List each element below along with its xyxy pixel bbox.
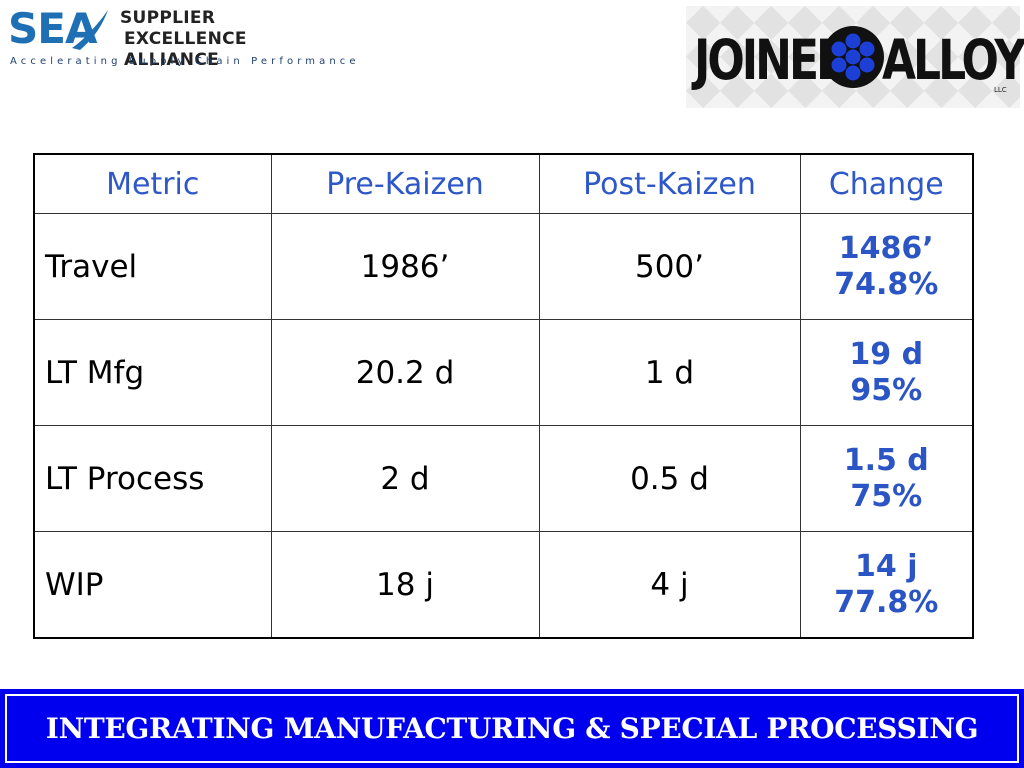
table-row: Travel 1986’ 500’ 1486’ 74.8% (33, 213, 974, 320)
change-amount: 1.5 d (843, 442, 929, 478)
pre-kaizen-cell: 18 j (270, 531, 540, 639)
change-amount: 1486’ (838, 230, 934, 266)
table-header-row: Metric Pre-Kaizen Post-Kaizen Change (33, 153, 974, 214)
joined-alloys-logo: JOINED ALLOYS LLC (686, 6, 1024, 108)
change-cell: 1.5 d 75% (799, 425, 974, 532)
post-kaizen-cell: 500’ (538, 213, 801, 320)
change-cell: 19 d 95% (799, 319, 974, 426)
sea-swoosh-icon (72, 10, 108, 50)
pre-kaizen-cell: 2 d (270, 425, 540, 532)
change-percent: 77.8% (834, 584, 939, 620)
post-kaizen-cell: 1 d (538, 319, 801, 426)
change-cell: 1486’ 74.8% (799, 213, 974, 320)
header-pre-kaizen: Pre-Kaizen (270, 153, 540, 214)
table-row: LT Mfg 20.2 d 1 d 19 d 95% (33, 319, 974, 426)
change-amount: 19 d (849, 336, 924, 372)
metric-cell: WIP (33, 531, 272, 639)
sea-logo-name: SUPPLIER EXCELLENCE ALLIANCE (120, 8, 346, 71)
sea-logo-tagline: Accelerating Supply Chain Performance (10, 56, 360, 67)
change-percent: 75% (850, 478, 923, 514)
metric-cell: LT Mfg (33, 319, 272, 426)
footer-banner-frame: INTEGRATING MANUFACTURING & SPECIAL PROC… (5, 694, 1019, 763)
footer-banner-text: INTEGRATING MANUFACTURING & SPECIAL PROC… (45, 712, 979, 745)
change-amount: 14 j (855, 548, 918, 584)
sea-logo-name-line2: EXCELLENCE ALLIANCE (124, 29, 247, 70)
joined-alloys-logo-suffix: LLC (994, 86, 1007, 94)
header-post-kaizen: Post-Kaizen (538, 153, 801, 214)
post-kaizen-cell: 4 j (538, 531, 801, 639)
pre-kaizen-cell: 20.2 d (270, 319, 540, 426)
joined-alloys-logo-right: ALLOYS (882, 29, 1024, 93)
table-row: LT Process 2 d 0.5 d 1.5 d 75% (33, 425, 974, 532)
change-percent: 95% (850, 372, 923, 408)
footer-banner: INTEGRATING MANUFACTURING & SPECIAL PROC… (0, 689, 1024, 768)
change-percent: 74.8% (834, 266, 939, 302)
pre-kaizen-cell: 1986’ (270, 213, 540, 320)
metric-cell: LT Process (33, 425, 272, 532)
sea-logo: SEA SUPPLIER EXCELLENCE ALLIANCE Acceler… (6, 4, 356, 74)
metric-cell: Travel (33, 213, 272, 320)
change-cell: 14 j 77.8% (799, 531, 974, 639)
header-change: Change (799, 153, 974, 214)
joined-alloys-emblem-icon (822, 26, 884, 88)
sea-logo-name-line1: SUPPLIER (120, 8, 216, 28)
header-metric: Metric (33, 153, 272, 214)
post-kaizen-cell: 0.5 d (538, 425, 801, 532)
kaizen-metrics-table: Metric Pre-Kaizen Post-Kaizen Change Tra… (33, 153, 974, 639)
table-row: WIP 18 j 4 j 14 j 77.8% (33, 531, 974, 639)
